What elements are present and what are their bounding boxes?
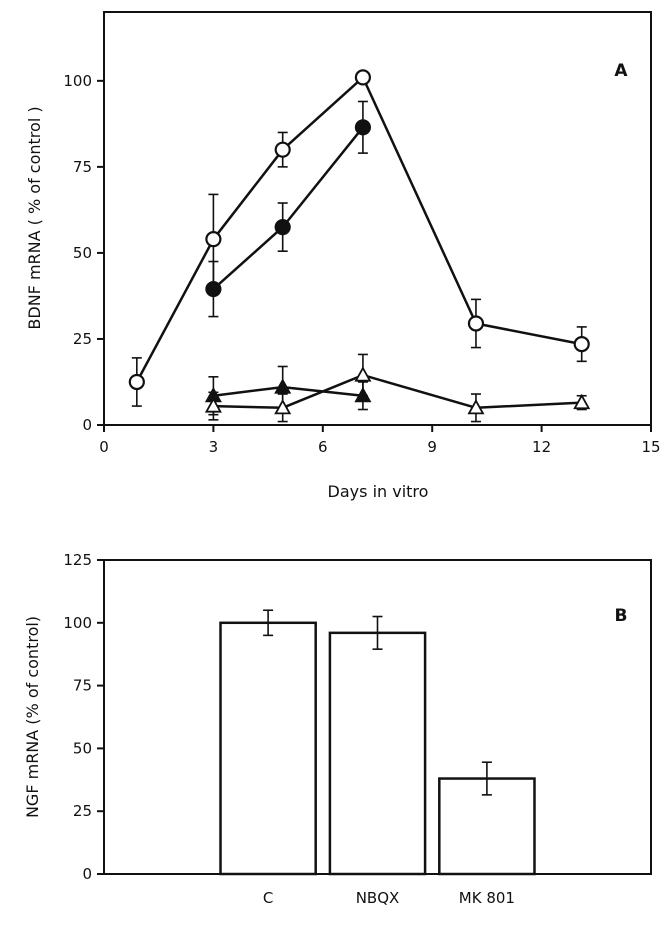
category-label: C bbox=[263, 889, 273, 907]
x-tick-label: 6 bbox=[318, 438, 328, 456]
data-point bbox=[354, 119, 372, 136]
data-point bbox=[204, 397, 222, 413]
panel-a-series bbox=[128, 69, 591, 423]
panel-a-x-axis-title: Days in vitro bbox=[328, 482, 429, 501]
category-label: MK 801 bbox=[459, 889, 515, 907]
data-point bbox=[467, 398, 485, 415]
y-tick-label: 75 bbox=[73, 677, 92, 695]
y-tick-label: 50 bbox=[73, 244, 92, 262]
panel-a-y-axis-title: BDNF mRNA ( % of control ) bbox=[25, 106, 44, 329]
data-point bbox=[128, 373, 145, 391]
category-label: NBQX bbox=[356, 889, 400, 907]
bar bbox=[328, 631, 427, 876]
x-tick-label: 12 bbox=[532, 438, 551, 456]
y-tick-label: 25 bbox=[73, 802, 92, 820]
data-point bbox=[573, 336, 590, 353]
y-tick-label: 125 bbox=[63, 551, 92, 569]
data-point bbox=[354, 69, 372, 86]
data-point bbox=[205, 280, 222, 298]
panel-a-plot-frame bbox=[103, 11, 652, 426]
data-point bbox=[274, 141, 291, 158]
x-tick-label: 9 bbox=[427, 438, 437, 456]
series-filled-circle bbox=[205, 100, 372, 318]
x-tick-label: 0 bbox=[99, 438, 109, 456]
y-tick-label: 100 bbox=[63, 72, 92, 90]
data-point bbox=[573, 393, 591, 410]
panel-b-bar-chart: 0 25 50 75 100 125 C NBQX MK 801 B NGF mRNA (% … bbox=[23, 551, 652, 907]
y-tick-label: 50 bbox=[73, 739, 92, 757]
panel-a-label: A bbox=[614, 61, 628, 81]
y-tick-label: 25 bbox=[73, 330, 92, 348]
x-tick-label: 15 bbox=[641, 438, 660, 456]
panel-a-ticks: 0 3 6 9 12 15 0 25 50 75 100 bbox=[63, 72, 660, 456]
bar bbox=[219, 621, 317, 876]
y-tick-label: 100 bbox=[63, 614, 92, 632]
panel-b-label: B bbox=[615, 606, 628, 626]
panel-b-bars: C NBQX MK 801 bbox=[219, 609, 536, 907]
data-point bbox=[205, 231, 222, 248]
x-tick-label: 3 bbox=[209, 438, 219, 456]
data-point bbox=[274, 398, 292, 415]
panel-a-line-chart: 0 3 6 9 12 15 0 25 50 75 100 A Days in vitro BDNF … bbox=[25, 11, 661, 501]
data-point bbox=[467, 315, 485, 332]
series-open-triangle bbox=[204, 353, 591, 423]
panel-b-ticks: 0 25 50 75 100 125 bbox=[63, 551, 104, 883]
y-tick-label: 75 bbox=[73, 158, 92, 176]
y-tick-label: 0 bbox=[82, 416, 92, 434]
series-line bbox=[213, 373, 582, 410]
data-point bbox=[354, 366, 372, 382]
series-line bbox=[135, 76, 582, 383]
panel-b-y-axis-title: NGF mRNA (% of control) bbox=[23, 616, 42, 818]
y-tick-label: 0 bbox=[82, 865, 92, 883]
data-point bbox=[274, 378, 292, 394]
data-point bbox=[274, 219, 291, 236]
